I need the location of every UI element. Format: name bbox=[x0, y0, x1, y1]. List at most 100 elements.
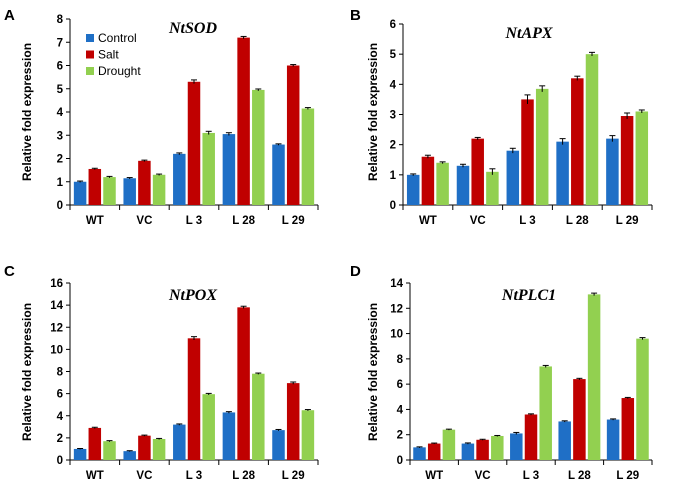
bar-control-l3 bbox=[510, 433, 523, 460]
bar-salt-l29 bbox=[620, 116, 634, 205]
panel-letter: C bbox=[4, 263, 15, 280]
bar-salt-wt bbox=[88, 427, 102, 460]
x-tick-label: L 29 bbox=[282, 470, 305, 482]
x-tick-label: L 28 bbox=[232, 215, 255, 227]
chart-panel-a: A NtSOD Relative fold expression 0 1 2 3 4 5 6 7 8 W… bbox=[4, 7, 319, 227]
bar-salt-wt bbox=[421, 156, 435, 205]
legend-label-salt: Salt bbox=[98, 48, 119, 62]
bar-control-wt bbox=[73, 448, 87, 460]
x-tick-label: L 29 bbox=[282, 215, 305, 227]
chart-panel-d: D NtPLC1 Relative fold expression 0 2 4 6 8 10 12… bbox=[350, 263, 653, 482]
x-tick-label: VC bbox=[136, 470, 152, 482]
chart-title: NtAPX bbox=[504, 25, 552, 42]
y-axis-label: Relative fold expression bbox=[366, 43, 380, 181]
x-tick-label: WT bbox=[86, 215, 104, 227]
bar-salt-vc bbox=[476, 439, 489, 460]
bar-drought-l29 bbox=[636, 338, 649, 460]
bar-drought-wt bbox=[103, 441, 116, 460]
bar-salt-l3 bbox=[524, 414, 538, 460]
bar-salt-vc bbox=[138, 435, 151, 460]
chart-title: NtPLC1 bbox=[501, 287, 556, 304]
bar-salt-l28 bbox=[237, 307, 250, 460]
bar-salt-l28 bbox=[237, 37, 250, 205]
bar-drought-l29 bbox=[301, 108, 315, 205]
x-tick-label: L 29 bbox=[616, 215, 639, 227]
bar-salt-wt bbox=[88, 168, 102, 205]
chart-title: NtSOD bbox=[168, 20, 217, 37]
panel-letter: B bbox=[350, 7, 361, 24]
bar-control-wt bbox=[73, 181, 87, 205]
x-tick-label: L 3 bbox=[186, 215, 202, 227]
legend-swatch-drought bbox=[86, 67, 94, 75]
bar-control-l3 bbox=[173, 424, 186, 460]
y-tick-label: 1 bbox=[390, 170, 397, 182]
y-tick-label: 8 bbox=[57, 367, 64, 379]
y-tick-label: 2 bbox=[397, 430, 403, 442]
bar-salt-vc bbox=[471, 138, 484, 205]
y-axis-label: Relative fold expression bbox=[20, 303, 34, 441]
x-tick-label: L 3 bbox=[523, 470, 539, 482]
x-tick-label: VC bbox=[136, 215, 152, 227]
bar-control-vc bbox=[461, 443, 475, 460]
bar-control-l3 bbox=[506, 150, 520, 205]
y-tick-label: 6 bbox=[57, 389, 63, 401]
y-tick-label: 6 bbox=[390, 19, 396, 31]
bar-control-l29 bbox=[606, 138, 619, 205]
y-tick-label: 10 bbox=[50, 344, 63, 356]
bar-control-vc bbox=[123, 451, 136, 460]
y-tick-label: 5 bbox=[57, 84, 64, 96]
bar-control-l28 bbox=[556, 141, 569, 205]
bar-control-l29 bbox=[606, 419, 620, 460]
y-tick-label: 3 bbox=[390, 110, 396, 122]
y-tick-label: 12 bbox=[390, 303, 403, 315]
bar-drought-l29 bbox=[635, 111, 649, 205]
bar-salt-l28 bbox=[573, 379, 586, 460]
y-tick-label: 6 bbox=[57, 61, 63, 73]
bar-control-l28 bbox=[222, 412, 236, 460]
bar-control-l29 bbox=[272, 144, 285, 205]
bar-drought-vc bbox=[486, 171, 499, 205]
bar-salt-l29 bbox=[621, 398, 635, 460]
bar-salt-vc bbox=[138, 160, 151, 205]
y-tick-label: 5 bbox=[390, 49, 397, 61]
bar-salt-wt bbox=[427, 443, 441, 460]
x-tick-label: WT bbox=[419, 215, 437, 227]
y-axis-label: Relative fold expression bbox=[20, 43, 34, 181]
bar-control-l28 bbox=[222, 134, 236, 205]
x-tick-label: VC bbox=[470, 215, 486, 227]
bar-control-wt bbox=[406, 174, 420, 205]
bar-drought-wt bbox=[436, 162, 449, 205]
x-tick-label: VC bbox=[475, 470, 491, 482]
bar-control-l3 bbox=[173, 153, 186, 205]
bar-drought-l3 bbox=[539, 366, 552, 460]
chart-panel-c: C NtPOX Relative fold expression 0 2 4 6 8 10 12 1… bbox=[4, 263, 319, 482]
bar-salt-l3 bbox=[521, 99, 534, 205]
bar-drought-l28 bbox=[252, 89, 265, 205]
y-tick-label: 14 bbox=[390, 278, 403, 290]
legend-label-drought: Drought bbox=[98, 64, 141, 78]
chart-title: NtPOX bbox=[168, 287, 217, 304]
bar-drought-vc bbox=[152, 438, 166, 460]
panel-letter: D bbox=[350, 263, 361, 280]
y-tick-label: 0 bbox=[57, 200, 63, 212]
bar-drought-wt bbox=[103, 177, 116, 205]
bar-drought-vc bbox=[491, 435, 504, 460]
bar-control-l28 bbox=[558, 421, 571, 460]
y-tick-label: 12 bbox=[50, 322, 63, 334]
y-tick-label: 8 bbox=[57, 14, 64, 26]
y-tick-label: 8 bbox=[397, 354, 404, 366]
panel-letter: A bbox=[4, 7, 15, 24]
bar-drought-l29 bbox=[301, 410, 315, 460]
chart-panel-b: B NtAPX Relative fold expression 0 1 2 3 4 5 6 WT V… bbox=[350, 7, 653, 227]
bar-salt-l29 bbox=[286, 383, 300, 460]
bar-salt-l3 bbox=[187, 81, 201, 205]
bar-drought-l28 bbox=[587, 294, 601, 460]
x-tick-label: WT bbox=[86, 470, 104, 482]
y-axis-label: Relative fold expression bbox=[366, 303, 380, 441]
y-tick-label: 7 bbox=[57, 37, 63, 49]
y-tick-label: 1 bbox=[57, 177, 64, 189]
bar-control-vc bbox=[456, 165, 470, 205]
bar-salt-l28 bbox=[571, 78, 584, 205]
x-tick-label: L 3 bbox=[519, 215, 535, 227]
